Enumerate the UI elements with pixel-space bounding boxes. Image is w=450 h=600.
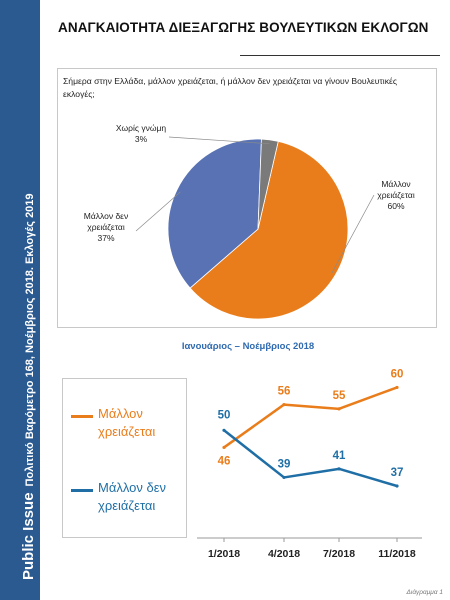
line-chart: 1/2018 4/2018 7/2018 11/2018 46 56 55 60 50 39 41 3…	[197, 368, 422, 560]
pie-label-text: χρειάζεται	[87, 222, 125, 232]
data-point	[337, 467, 341, 471]
pie-label-text: Μάλλον δεν	[84, 211, 128, 221]
data-label: 46	[218, 455, 231, 467]
pie-value-label: 37%	[97, 233, 114, 243]
sidebar: Public Issue Πολιτικό Βαρόμετρο 168, Νοέμ…	[0, 0, 40, 600]
line-chart-panel: Μάλλον χρειάζεται Μάλλον δεν χρειάζεται …	[57, 356, 437, 571]
data-point	[337, 407, 341, 411]
data-label: 41	[333, 450, 346, 462]
x-tick-label: 1/2018	[208, 548, 240, 560]
pie-label-text: Χωρίς γνώμη	[116, 123, 167, 133]
period-label: Ιανουάριος – Νοέμβριος 2018	[181, 341, 315, 352]
pie-leader-line	[168, 136, 270, 145]
legend-swatch-blue	[71, 489, 93, 492]
pie-slice-2	[257, 138, 279, 230]
page-title: ΑΝΑΓΚΑΙΟΤΗΤΑ ΔΙΕΞΑΓΩΓΗΣ ΒΟΥΛΕΥΤΙΚΩΝ ΕΚΛΟ…	[58, 20, 429, 35]
data-point	[395, 385, 399, 390]
data-point	[395, 484, 399, 488]
series-line-1	[223, 429, 398, 488]
pie-value-label: 60%	[387, 201, 404, 211]
pie-question: Σήμερα στην Ελλάδα, μάλλον χρειάζεται, ή…	[63, 76, 397, 99]
x-tick-label: 11/2018	[378, 548, 416, 560]
data-label: 50	[218, 409, 231, 421]
x-tick-label: 7/2018	[323, 548, 355, 560]
data-point	[282, 475, 286, 480]
data-label: 56	[278, 386, 291, 398]
sidebar-text: Public Issue Πολιτικό Βαρόμετρο 168, Νοέμ…	[20, 193, 38, 580]
data-label: 60	[391, 368, 404, 380]
series-line-0	[223, 386, 398, 449]
legend-label-needed: Μάλλον χρειάζεται	[98, 406, 156, 439]
pie-slice-0	[189, 140, 349, 320]
figure-number: Διάγραμμα 1	[406, 589, 443, 596]
pie-value-label: 3%	[135, 134, 148, 144]
data-label: 55	[333, 390, 346, 402]
legend-label-not-needed: Μάλλον δεν χρειάζεται	[98, 480, 167, 513]
survey-subtitle: Πολιτικό Βαρόμετρο 168, Νοέμβριος 2018. …	[24, 193, 36, 487]
legend-swatch-orange	[71, 415, 93, 418]
legend: Μάλλον χρειάζεται Μάλλον δεν χρειάζεται	[62, 378, 187, 538]
data-point	[222, 445, 226, 450]
pie-label-text: χρειάζεται	[377, 190, 415, 200]
pie-label-text: Μάλλον	[381, 179, 410, 189]
title-divider	[240, 55, 440, 56]
pie-leader-line	[135, 191, 181, 232]
brand-label: Public Issue	[20, 492, 37, 580]
data-point	[222, 428, 226, 432]
data-label: 37	[391, 467, 404, 479]
data-point	[282, 402, 286, 407]
data-label: 39	[278, 458, 291, 470]
pie-leader-line	[331, 194, 375, 274]
x-tick-label: 4/2018	[268, 548, 300, 560]
pie-chart-panel: Σήμερα στην Ελλάδα, μάλλον χρειάζεται, ή…	[57, 68, 437, 328]
